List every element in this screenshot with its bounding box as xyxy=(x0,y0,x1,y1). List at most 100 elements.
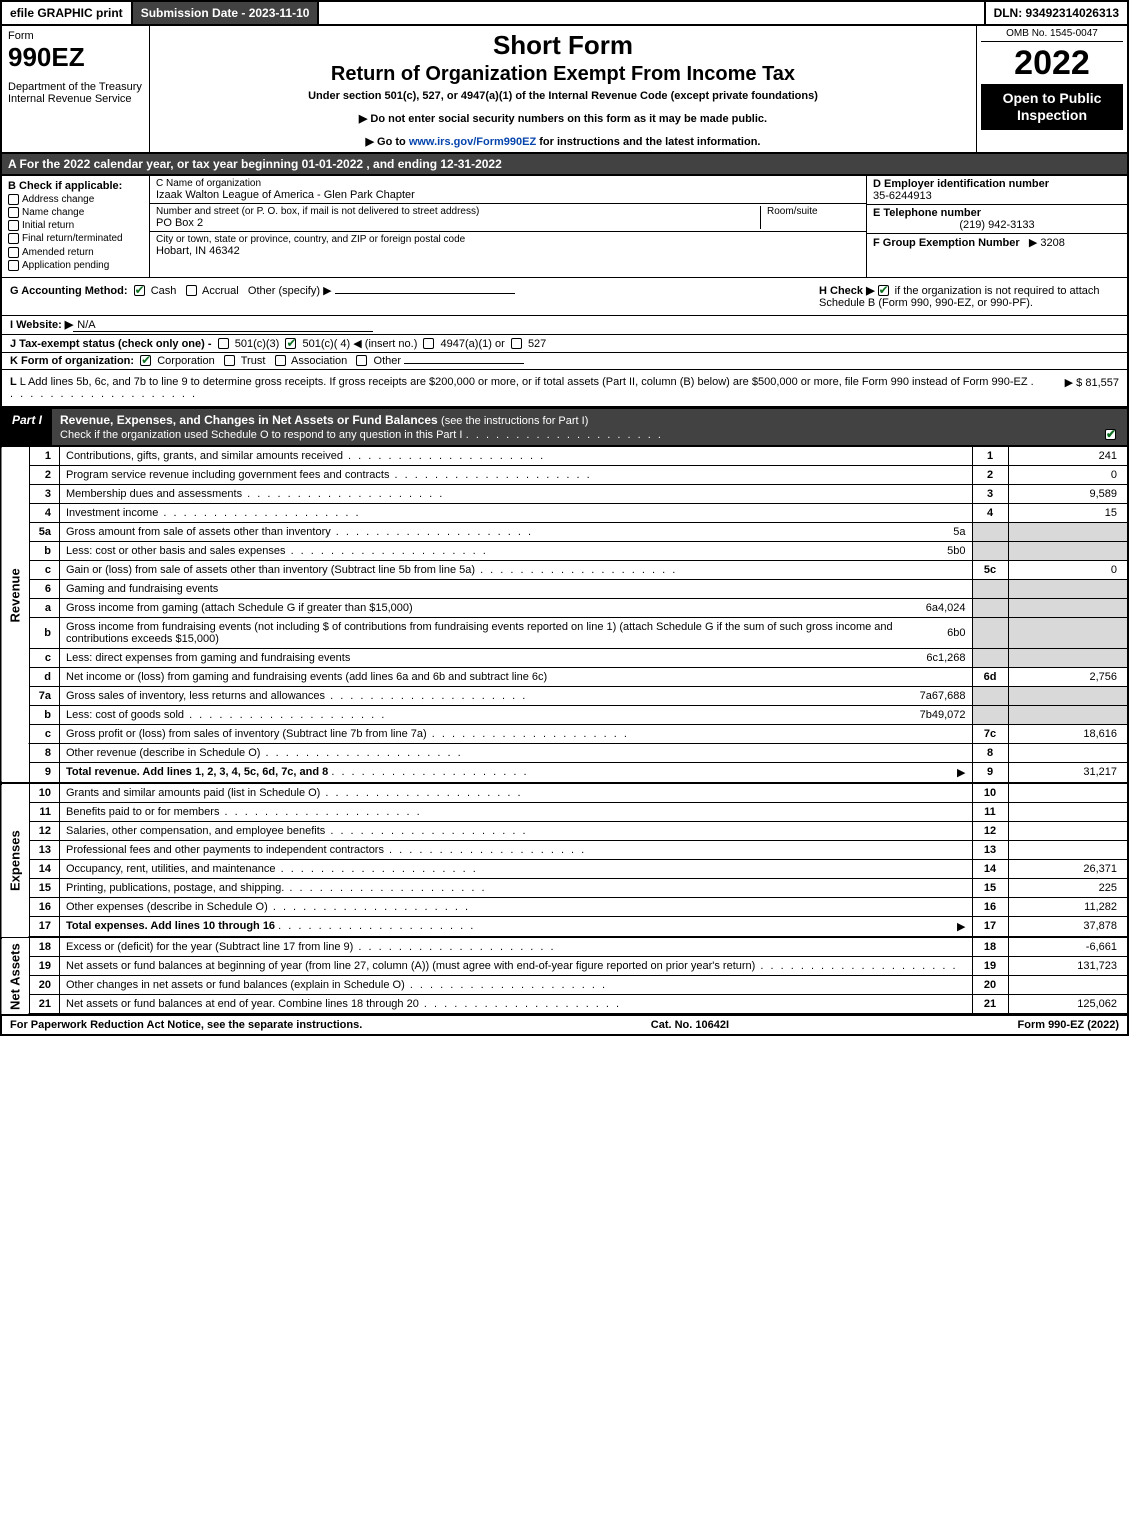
row-15: 15Printing, publications, postage, and s… xyxy=(1,878,1128,897)
form-header: Form 990EZ Department of the Treasury In… xyxy=(0,24,1129,154)
expenses-table: Expenses 10Grants and similar amounts pa… xyxy=(0,784,1129,938)
page-footer: For Paperwork Reduction Act Notice, see … xyxy=(0,1015,1129,1036)
open-inspection: Open to Public Inspection xyxy=(981,84,1123,130)
chk-address-change[interactable]: Address change xyxy=(8,194,143,205)
row-3: 3Membership dues and assessments39,589 xyxy=(1,484,1128,503)
row-8: 8Other revenue (describe in Schedule O)8 xyxy=(1,743,1128,762)
line-h: H Check ▶ if the organization is not req… xyxy=(819,284,1119,309)
netassets-table: Net Assets 18Excess or (deficit) for the… xyxy=(0,938,1129,1015)
chk-501c[interactable] xyxy=(285,338,296,349)
chk-part1-scho[interactable] xyxy=(1105,429,1116,440)
line-i: I Website: ▶N/A xyxy=(0,316,1129,335)
line-g: G Accounting Method: Cash Accrual Other … xyxy=(10,284,515,297)
chk-corp[interactable] xyxy=(140,355,151,366)
note-ssn: ▶ Do not enter social security numbers o… xyxy=(158,112,968,125)
header-mid: Short Form Return of Organization Exempt… xyxy=(150,26,977,152)
row-10: Expenses 10Grants and similar amounts pa… xyxy=(1,784,1128,803)
line-j: J Tax-exempt status (check only one) - 5… xyxy=(0,335,1129,353)
foot-right: Form 990-EZ (2022) xyxy=(1018,1019,1120,1031)
row-21: 21Net assets or fund balances at end of … xyxy=(1,994,1128,1014)
row-6: 6Gaming and fundraising events xyxy=(1,579,1128,598)
line-l: L L Add lines 5b, 6c, and 7b to line 9 t… xyxy=(0,370,1129,408)
row-17: 17Total expenses. Add lines 10 through 1… xyxy=(1,916,1128,937)
row-5c: cGain or (loss) from sale of assets othe… xyxy=(1,560,1128,579)
addr-cell: Number and street (or P. O. box, if mail… xyxy=(150,204,866,232)
tel-cell: E Telephone number (219) 942-3133 xyxy=(867,205,1127,234)
org-name: Izaak Walton League of America - Glen Pa… xyxy=(156,189,860,201)
org-name-cell: C Name of organization Izaak Walton Leag… xyxy=(150,176,866,204)
efile-print[interactable]: efile GRAPHIC print xyxy=(2,2,133,24)
chk-accrual[interactable] xyxy=(186,285,197,296)
chk-4947[interactable] xyxy=(423,338,434,349)
title-short-form: Short Form xyxy=(158,30,968,61)
info-block: B Check if applicable: Address change Na… xyxy=(0,176,1129,278)
ein-label: D Employer identification number xyxy=(873,178,1121,190)
revenue-table: Revenue 1Contributions, gifts, grants, a… xyxy=(0,447,1129,784)
row-20: 20Other changes in net assets or fund ba… xyxy=(1,975,1128,994)
chk-trust[interactable] xyxy=(224,355,235,366)
chk-527[interactable] xyxy=(511,338,522,349)
chk-501c3[interactable] xyxy=(218,338,229,349)
row-4: 4Investment income415 xyxy=(1,503,1128,522)
row-7a: 7aGross sales of inventory, less returns… xyxy=(1,686,1128,705)
line-a: A For the 2022 calendar year, or tax yea… xyxy=(0,154,1129,176)
row-2: 2Program service revenue including gover… xyxy=(1,465,1128,484)
foot-left: For Paperwork Reduction Act Notice, see … xyxy=(10,1019,362,1031)
group-cell: F Group Exemption Number ▶ 3208 xyxy=(867,234,1127,251)
section-def: D Employer identification number 35-6244… xyxy=(867,176,1127,277)
row-16: 16Other expenses (describe in Schedule O… xyxy=(1,897,1128,916)
irs-link[interactable]: www.irs.gov/Form990EZ xyxy=(409,136,536,148)
chk-amended-return[interactable]: Amended return xyxy=(8,247,143,258)
b-heading: B Check if applicable: xyxy=(8,180,143,192)
chk-h[interactable] xyxy=(878,285,889,296)
row-14: 14Occupancy, rent, utilities, and mainte… xyxy=(1,859,1128,878)
row-7b: bLess: cost of goods sold7b49,072 xyxy=(1,705,1128,724)
ein: 35-6244913 xyxy=(873,190,1121,202)
row-11: 11Benefits paid to or for members11 xyxy=(1,802,1128,821)
line-k: K Form of organization: Corporation Trus… xyxy=(0,353,1129,370)
part1-header: Part I Revenue, Expenses, and Changes in… xyxy=(0,408,1129,447)
title-return: Return of Organization Exempt From Incom… xyxy=(158,63,968,86)
omb-number: OMB No. 1545-0047 xyxy=(981,28,1123,42)
top-bar: efile GRAPHIC print Submission Date - 20… xyxy=(0,0,1129,24)
dept-label: Department of the Treasury Internal Reve… xyxy=(8,81,143,105)
city-label: City or town, state or province, country… xyxy=(156,234,860,245)
addr: PO Box 2 xyxy=(156,217,760,229)
side-revenue: Revenue xyxy=(1,447,30,744)
row-6d: dNet income or (loss) from gaming and fu… xyxy=(1,667,1128,686)
part1-title: Revenue, Expenses, and Changes in Net As… xyxy=(52,409,1127,445)
row-7c: cGross profit or (loss) from sales of in… xyxy=(1,724,1128,743)
city-cell: City or town, state or province, country… xyxy=(150,232,866,259)
header-right: OMB No. 1545-0047 2022 Open to Public In… xyxy=(977,26,1127,152)
row-19: 19Net assets or fund balances at beginni… xyxy=(1,956,1128,975)
gross-receipts: ▶ $ 81,557 xyxy=(1065,376,1119,389)
chk-final-return[interactable]: Final return/terminated xyxy=(8,233,143,244)
city: Hobart, IN 46342 xyxy=(156,245,860,257)
section-b: B Check if applicable: Address change Na… xyxy=(2,176,150,277)
group-label: F Group Exemption Number xyxy=(873,237,1020,249)
section-gh: G Accounting Method: Cash Accrual Other … xyxy=(0,278,1129,316)
dln: DLN: 93492314026313 xyxy=(986,2,1127,24)
row-5a: 5aGross amount from sale of assets other… xyxy=(1,522,1128,541)
ein-cell: D Employer identification number 35-6244… xyxy=(867,176,1127,205)
chk-initial-return[interactable]: Initial return xyxy=(8,220,143,231)
chk-application-pending[interactable]: Application pending xyxy=(8,260,143,271)
room-label: Room/suite xyxy=(767,206,860,217)
chk-cash[interactable] xyxy=(134,285,145,296)
row-6a: aGross income from gaming (attach Schedu… xyxy=(1,598,1128,617)
chk-other[interactable] xyxy=(356,355,367,366)
row-6c: cLess: direct expenses from gaming and f… xyxy=(1,648,1128,667)
side-expenses: Expenses xyxy=(1,784,30,937)
form-number: 990EZ xyxy=(8,42,143,73)
row-5b: bLess: cost or other basis and sales exp… xyxy=(1,541,1128,560)
chk-name-change[interactable]: Name change xyxy=(8,207,143,218)
chk-assoc[interactable] xyxy=(275,355,286,366)
org-name-label: C Name of organization xyxy=(156,178,860,189)
group-val: ▶ 3208 xyxy=(1029,237,1065,249)
addr-label: Number and street (or P. O. box, if mail… xyxy=(156,206,760,217)
note-goto: ▶ Go to www.irs.gov/Form990EZ for instru… xyxy=(158,135,968,148)
row-18: Net Assets 18Excess or (deficit) for the… xyxy=(1,938,1128,957)
website: N/A xyxy=(73,319,373,332)
row-6b: bGross income from fundraising events (n… xyxy=(1,617,1128,648)
foot-mid: Cat. No. 10642I xyxy=(651,1019,729,1031)
